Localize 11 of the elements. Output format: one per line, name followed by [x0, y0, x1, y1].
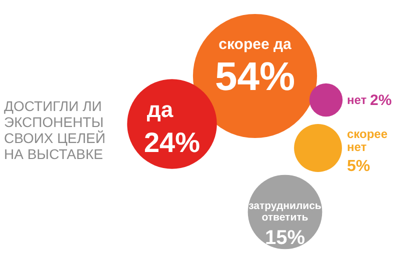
- data-label: 2%: [370, 92, 392, 109]
- data-label: 5%: [347, 158, 370, 175]
- data-label: 15%: [264, 227, 306, 249]
- text: ДОСТИГЛИ ЛИ ЭКСПОНЕНТЫ СВОИХ ЦЕЛЕЙ НА ВЫСТАВКЕ: [4, 98, 106, 162]
- category-label: нет: [347, 93, 367, 107]
- category-label: да: [146, 97, 174, 122]
- data-label: 54%: [214, 55, 296, 99]
- category-label: затруднились ответить: [248, 200, 322, 224]
- category-label: скорее да: [218, 36, 292, 53]
- category-label: скорее нет: [347, 127, 388, 154]
- data-label: 24%: [144, 127, 200, 158]
